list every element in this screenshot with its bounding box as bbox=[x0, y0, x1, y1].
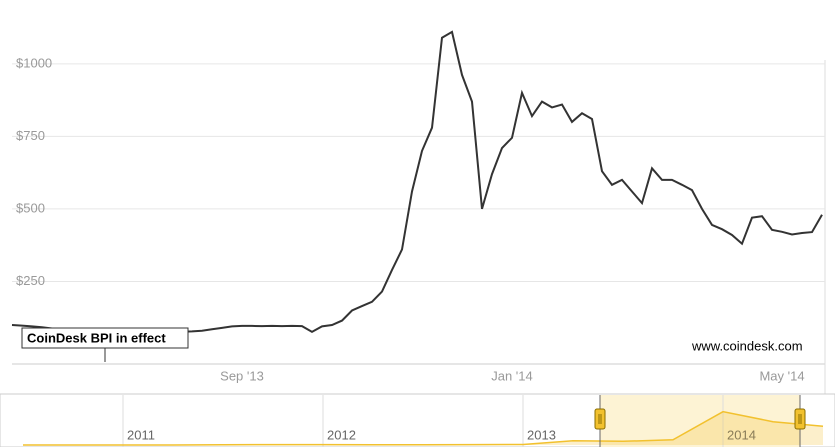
y-tick-label: $250 bbox=[16, 273, 45, 288]
main-plot: $250 $500 $750 $1000 Sep '13 Jan '14 May '14 bbox=[11, 30, 825, 383]
navigator-label: 2014 bbox=[727, 427, 756, 442]
y-tick-label: $1000 bbox=[16, 55, 52, 70]
area-fill bbox=[23, 411, 823, 445]
navigator-label: 2012 bbox=[327, 427, 356, 442]
navigator-label: 2013 bbox=[527, 427, 556, 442]
navigator-handle[interactable] bbox=[594, 395, 606, 447]
credit: www.coindesk.com bbox=[691, 338, 803, 353]
navigator-label: 2011 bbox=[127, 427, 155, 442]
price-line bbox=[23, 410, 824, 446]
y-tick-label: $500 bbox=[16, 200, 45, 215]
navigator-plot: 2011 2012 2013 2014 bbox=[23, 395, 824, 447]
annotation: CoinDesk BPI in effect bbox=[27, 330, 166, 345]
x-tick-label: May '14 bbox=[759, 368, 804, 383]
navigator-handle[interactable] bbox=[794, 395, 806, 447]
y-tick-label: $750 bbox=[16, 128, 45, 143]
x-tick-label: Sep '13 bbox=[220, 368, 264, 383]
x-tick-label: Jan '14 bbox=[491, 368, 533, 383]
price-line bbox=[11, 30, 823, 335]
annotation-box bbox=[21, 327, 189, 349]
